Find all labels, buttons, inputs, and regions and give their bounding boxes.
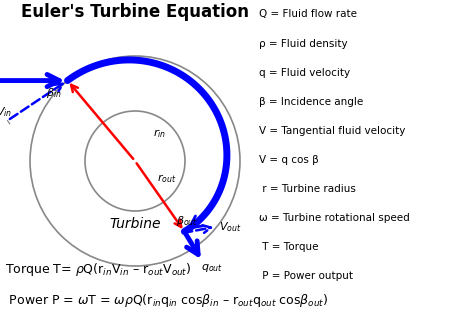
Text: $\beta_{in}$: $\beta_{in}$ (45, 86, 61, 100)
Text: $q_{out}$: $q_{out}$ (202, 262, 224, 274)
Text: $\beta_{out}$: $\beta_{out}$ (176, 214, 198, 228)
Text: $V_{in}$: $V_{in}$ (0, 106, 12, 119)
Text: P = Power output: P = Power output (259, 271, 353, 281)
Text: T = Torque: T = Torque (259, 242, 318, 252)
Text: Power P = $\omega$T = $\omega\rho$Q(r$_{in}$q$_{in}$ cos$\beta_{in}$ – r$_{out}$: Power P = $\omega$T = $\omega\rho$Q(r$_{… (4, 292, 328, 309)
Text: Euler's Turbine Equation: Euler's Turbine Equation (21, 3, 249, 21)
Text: $r_{in}$: $r_{in}$ (153, 127, 166, 140)
Text: V = q cos β: V = q cos β (259, 155, 319, 165)
Text: $V_{out}$: $V_{out}$ (220, 221, 242, 234)
Text: r = Turbine radius: r = Turbine radius (259, 184, 356, 194)
Text: Torque T= $\rho$Q(r$_{in}$V$_{in}$ – r$_{out}$V$_{out}$): Torque T= $\rho$Q(r$_{in}$V$_{in}$ – r$_… (4, 261, 191, 278)
Text: ρ = Fluid density: ρ = Fluid density (259, 39, 347, 49)
Text: q = Fluid velocity: q = Fluid velocity (259, 68, 350, 78)
Text: β = Incidence angle: β = Incidence angle (259, 97, 363, 107)
Text: $r_{out}$: $r_{out}$ (157, 172, 176, 185)
Text: Q = Fluid flow rate: Q = Fluid flow rate (259, 9, 357, 20)
Text: ω = Turbine rotational speed: ω = Turbine rotational speed (259, 213, 410, 223)
Text: Turbine: Turbine (109, 217, 161, 231)
Text: V = Tangential fluid velocity: V = Tangential fluid velocity (259, 126, 405, 136)
